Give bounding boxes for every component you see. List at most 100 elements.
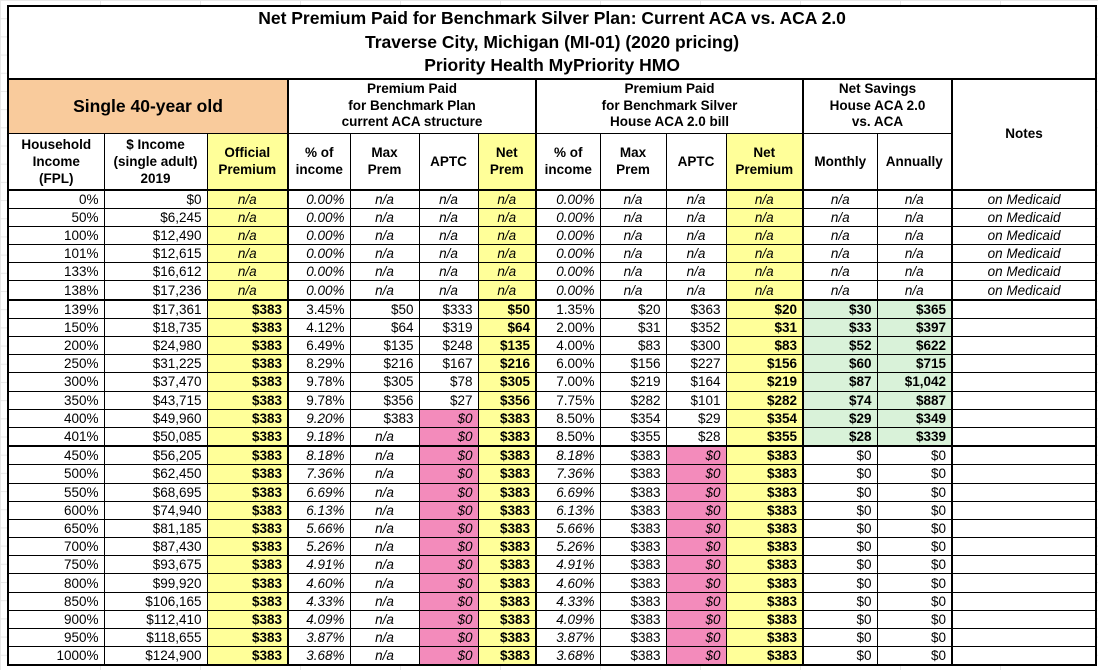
cell-fpl: 1000% (7, 646, 105, 666)
header-current-aca-group: Premium Paid for Benchmark Plan current … (287, 78, 537, 134)
cell-monthly: n/a (802, 280, 878, 301)
cell-aca-net: $383 (477, 518, 537, 539)
cell-house-max: $383 (599, 646, 667, 666)
cell-house-aptc: $164 (665, 372, 727, 392)
cell-notes: on Medicaid (950, 225, 1097, 246)
cell-monthly: n/a (802, 189, 878, 209)
cell-notes (950, 537, 1097, 557)
cell-official: n/a (206, 262, 289, 282)
cell-monthly: n/a (802, 225, 878, 246)
cell-fpl: 150% (7, 317, 105, 338)
cell-notes (950, 335, 1097, 356)
table-row: 400% $49,960 $383 9.20% $383 $0 $383 8.50% $354 $… (7, 408, 1097, 428)
cell-notes: on Medicaid (950, 280, 1097, 301)
cell-house-max: $383 (599, 609, 667, 630)
cell-notes (950, 408, 1097, 428)
cell-official: $383 (206, 335, 289, 356)
cell-income: $49,960 (103, 408, 208, 428)
column-header-house-max: Max Prem (599, 132, 667, 191)
cell-house-pct: 7.75% (535, 390, 601, 410)
table-row: 401% $50,085 $383 9.18% n/a $0 $383 8.50% $355 $2… (7, 426, 1097, 448)
cell-notes (950, 464, 1097, 484)
cell-aca-pct: 5.26% (287, 537, 351, 557)
cell-fpl: 0% (7, 189, 105, 209)
cell-income: $106,165 (103, 591, 208, 611)
cell-house-aptc: $300 (665, 335, 727, 356)
cell-house-max: n/a (599, 207, 667, 227)
cell-notes (950, 354, 1097, 374)
premium-comparison-sheet: Net Premium Paid for Benchmark Silver Pl… (7, 5, 1098, 667)
cell-aca-max: n/a (349, 500, 420, 520)
cell-fpl: 750% (7, 555, 105, 575)
table-row: 350% $43,715 $383 9.78% $356 $27 $356 7.75% $282… (7, 390, 1097, 410)
cell-monthly: $74 (802, 390, 878, 410)
cell-house-net: $383 (725, 646, 804, 666)
cell-house-pct: 3.87% (535, 627, 601, 648)
cell-monthly: $0 (802, 646, 878, 666)
cell-aca-net: $383 (477, 646, 537, 666)
header-net-savings-group: Net Savings House ACA 2.0 vs. ACA (802, 78, 953, 134)
cell-aca-max: n/a (349, 426, 420, 448)
cell-official: n/a (206, 207, 289, 227)
cell-aca-net: $383 (477, 609, 537, 630)
cell-aca-net: $383 (477, 464, 537, 484)
cell-annually: n/a (876, 207, 953, 227)
cell-notes (950, 445, 1097, 466)
column-header-annually: Annually (876, 132, 953, 191)
cell-notes (950, 426, 1097, 448)
cell-fpl: 50% (7, 207, 105, 227)
cell-house-net: $355 (725, 426, 804, 448)
cell-official: $383 (206, 500, 289, 520)
cell-aca-aptc: $248 (418, 335, 479, 356)
cell-fpl: 550% (7, 482, 105, 502)
cell-house-pct: 4.60% (535, 573, 601, 593)
cell-aca-aptc: n/a (418, 225, 479, 246)
cell-aca-net: $356 (477, 390, 537, 410)
cell-monthly: $30 (802, 299, 878, 319)
cell-fpl: 900% (7, 609, 105, 630)
cell-aca-max: n/a (349, 646, 420, 666)
column-header-aca-aptc: APTC (418, 132, 479, 191)
cell-aca-pct: 5.66% (287, 518, 351, 539)
title-line-3: Priority Health MyPriority HMO (424, 55, 680, 75)
cell-house-aptc: n/a (665, 262, 727, 282)
cell-income: $0 (103, 189, 208, 209)
table-row: 850% $106,165 $383 4.33% n/a $0 $383 4.33% $383 $… (7, 591, 1097, 611)
cell-annually: $0 (876, 555, 953, 575)
cell-income: $18,735 (103, 317, 208, 338)
cell-annually: $0 (876, 573, 953, 593)
cell-house-max: $383 (599, 464, 667, 484)
cell-fpl: 133% (7, 262, 105, 282)
cell-aca-pct: 8.29% (287, 354, 351, 374)
table-row: 50% $6,245 n/a 0.00% n/a n/a n/a 0.00% n/a n/a n/a… (7, 207, 1097, 227)
cell-aca-pct: 6.69% (287, 482, 351, 502)
cell-annually: $0 (876, 482, 953, 502)
cell-aca-net: $64 (477, 317, 537, 338)
column-header-row: Household Income (FPL) $ Income (single a… (7, 132, 1096, 191)
cell-aca-aptc: $0 (418, 518, 479, 539)
table-row: 0% $0 n/a 0.00% n/a n/a n/a 0.00% n/a n/a n/a n/a n/… (7, 189, 1097, 209)
cell-income: $31,225 (103, 354, 208, 374)
cell-house-aptc: $0 (665, 591, 727, 611)
cell-house-net: $383 (725, 627, 804, 648)
cell-fpl: 350% (7, 390, 105, 410)
cell-aca-net: $383 (477, 408, 537, 428)
table-row: 600% $74,940 $383 6.13% n/a $0 $383 6.13% $383 $0… (7, 500, 1097, 520)
table-row: 500% $62,450 $383 7.36% n/a $0 $383 7.36% $383 $0… (7, 464, 1097, 484)
cell-official: $383 (206, 518, 289, 539)
cell-official: $383 (206, 372, 289, 392)
cell-house-max: $83 (599, 335, 667, 356)
cell-house-max: $282 (599, 390, 667, 410)
cell-notes (950, 518, 1097, 539)
cell-house-aptc: $29 (665, 408, 727, 428)
column-header-official: Official Premium (206, 132, 289, 191)
column-header-aca-max: Max Prem (349, 132, 420, 191)
table-row: 138% $17,236 n/a 0.00% n/a n/a n/a 0.00% n/a n/a n… (7, 280, 1097, 301)
cell-house-net: $383 (725, 537, 804, 557)
cell-house-max: $354 (599, 408, 667, 428)
cell-house-net: n/a (725, 189, 804, 209)
cell-house-pct: 5.26% (535, 537, 601, 557)
cell-notes (950, 609, 1097, 630)
cell-official: n/a (206, 225, 289, 246)
cell-official: $383 (206, 627, 289, 648)
